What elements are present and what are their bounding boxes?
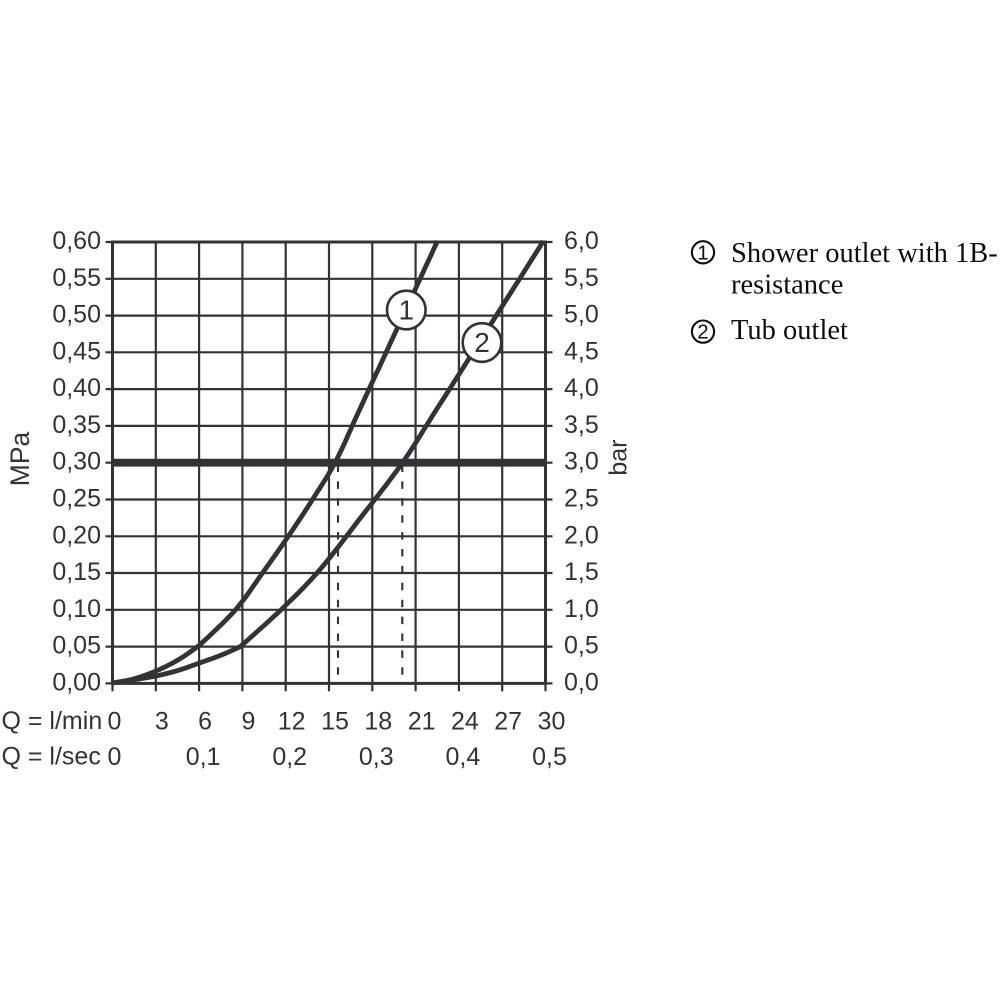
svg-text:0,15: 0,15: [52, 558, 101, 586]
svg-text:21: 21: [408, 708, 436, 736]
svg-text:4,5: 4,5: [564, 337, 599, 365]
svg-text:resistance: resistance: [731, 270, 843, 301]
svg-text:MPa: MPa: [5, 432, 35, 487]
svg-text:9: 9: [241, 708, 255, 736]
svg-text:27: 27: [494, 708, 522, 736]
svg-text:4,0: 4,0: [564, 374, 599, 402]
svg-text:24: 24: [451, 708, 479, 736]
svg-text:0,1: 0,1: [186, 743, 221, 771]
svg-text:0,0: 0,0: [564, 668, 599, 696]
svg-text:Tub outlet: Tub outlet: [731, 315, 848, 346]
svg-text:Shower outlet with 1B-: Shower outlet with 1B-: [731, 238, 998, 269]
svg-text:Q = l/sec: Q = l/sec: [2, 742, 101, 770]
svg-text:5,5: 5,5: [564, 264, 599, 292]
svg-text:30: 30: [538, 708, 566, 736]
svg-text:0,00: 0,00: [52, 668, 101, 696]
svg-text:0,05: 0,05: [52, 632, 101, 660]
svg-text:0: 0: [108, 708, 122, 736]
svg-text:18: 18: [364, 708, 392, 736]
svg-text:12: 12: [278, 708, 306, 736]
svg-text:15: 15: [321, 708, 349, 736]
svg-text:5,0: 5,0: [564, 301, 599, 329]
svg-text:3,5: 3,5: [564, 411, 599, 439]
svg-text:1,5: 1,5: [564, 558, 599, 586]
svg-text:0,40: 0,40: [52, 374, 101, 402]
svg-text:0,20: 0,20: [52, 521, 101, 549]
svg-text:0,50: 0,50: [52, 301, 101, 329]
svg-text:0,45: 0,45: [52, 337, 101, 365]
svg-text:bar: bar: [605, 440, 633, 476]
svg-text:0,5: 0,5: [532, 743, 567, 771]
svg-text:0,2: 0,2: [272, 743, 307, 771]
svg-text:2: 2: [697, 321, 708, 344]
svg-text:0,60: 0,60: [52, 227, 101, 255]
svg-text:6: 6: [198, 708, 212, 736]
svg-text:3: 3: [155, 708, 169, 736]
svg-text:0,25: 0,25: [52, 485, 101, 513]
svg-text:0,5: 0,5: [564, 632, 599, 660]
svg-text:0,10: 0,10: [52, 595, 101, 623]
svg-text:0: 0: [108, 743, 122, 771]
svg-text:1,0: 1,0: [564, 595, 599, 623]
svg-text:2,5: 2,5: [564, 485, 599, 513]
svg-text:0,4: 0,4: [446, 743, 481, 771]
svg-text:0,35: 0,35: [52, 411, 101, 439]
svg-text:3,0: 3,0: [564, 448, 599, 476]
svg-text:2,0: 2,0: [564, 521, 599, 549]
svg-text:1: 1: [399, 295, 415, 326]
svg-text:Q = l/min: Q = l/min: [2, 707, 103, 735]
svg-text:0,55: 0,55: [52, 264, 101, 292]
svg-text:0,30: 0,30: [52, 448, 101, 476]
svg-text:1: 1: [697, 241, 708, 264]
svg-text:0,3: 0,3: [359, 743, 394, 771]
svg-text:2: 2: [474, 327, 490, 358]
svg-text:6,0: 6,0: [564, 227, 599, 255]
